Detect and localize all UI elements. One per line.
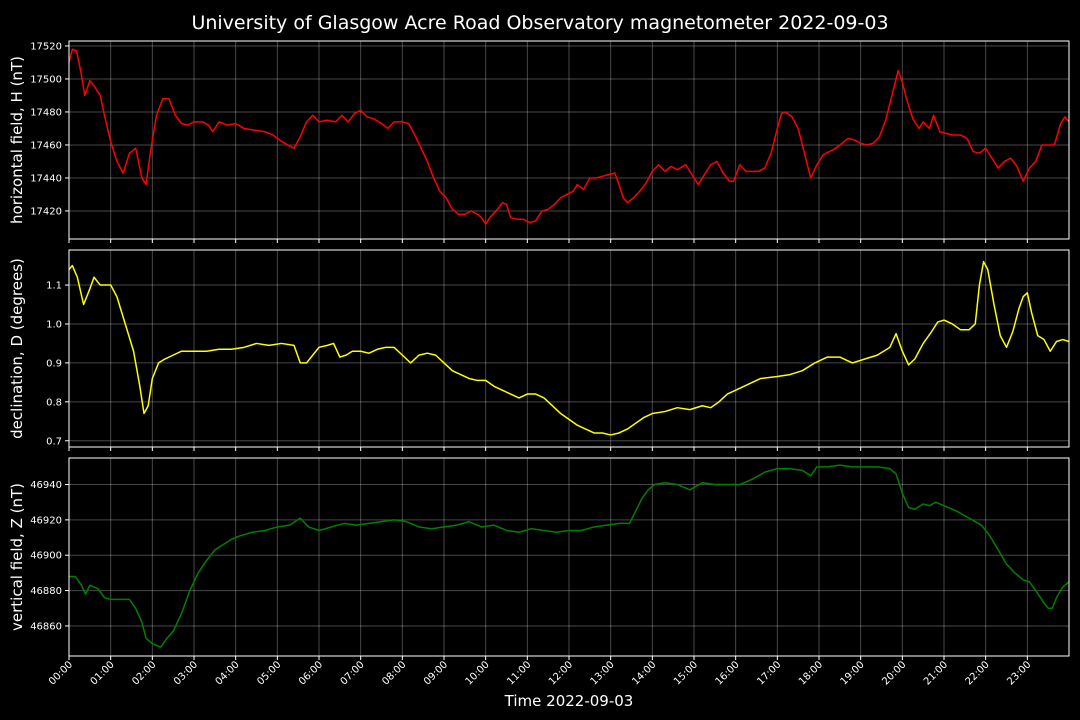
- panel-h-ylabel: horizontal field, H (nT): [8, 56, 26, 224]
- panel-d-ytick-label-4: 1.1: [46, 281, 62, 292]
- panel-d-frame: [68, 249, 1070, 448]
- panel-z-ytick-label-0: 46860: [30, 621, 62, 632]
- panel-d-series-line: [68, 260, 1070, 436]
- panel-z-ytick-label-1: 46880: [30, 586, 62, 597]
- panel-z-frame: [68, 457, 1070, 657]
- panel-z-ylabel: vertical field, Z (nT): [8, 483, 26, 631]
- panel-h-frame: [68, 40, 1070, 240]
- panel-z-ytick-label-2: 46900: [30, 551, 62, 562]
- panel-d-ytick-label-3: 1.0: [46, 319, 62, 330]
- panel-z-series-line: [69, 464, 1070, 648]
- panel-h-ytick-label-5: 17520: [30, 41, 62, 52]
- panel-z-ytick-label-3: 46920: [30, 515, 62, 526]
- panel-h-ytick-label-4: 17500: [30, 74, 62, 85]
- panel-z: 46860 46880 46900 46920 46940 vertical field,…: [8, 457, 1070, 660]
- panel-d-ytick-label-2: 0.9: [46, 358, 62, 369]
- panel-h: 17420 17440 17460 17480 17500 17520 horizontal…: [8, 40, 1070, 243]
- figure-title: University of Glasgow Acre Road Observat…: [191, 12, 888, 34]
- panel-h-ytick-label-2: 17460: [30, 140, 62, 151]
- panel-h-ytick-label-1: 17440: [30, 173, 62, 184]
- panel-h-ytick-label-3: 17480: [30, 107, 62, 118]
- panel-d-ytick-label-0: 0.7: [46, 436, 62, 447]
- x-axis-label: Time 2022-09-03: [504, 692, 634, 710]
- panel-z-ytick-label-4: 46940: [30, 480, 62, 491]
- panel-d: 0.7 0.8 0.9 1.0 1.1 declination, D (degrees): [8, 249, 1070, 451]
- panel-h-series-line: [68, 48, 1070, 225]
- panel-d-ylabel: declination, D (degrees): [8, 258, 26, 439]
- panel-d-ytick-label-1: 0.8: [46, 397, 62, 408]
- panel-h-ytick-label-0: 17420: [30, 206, 62, 217]
